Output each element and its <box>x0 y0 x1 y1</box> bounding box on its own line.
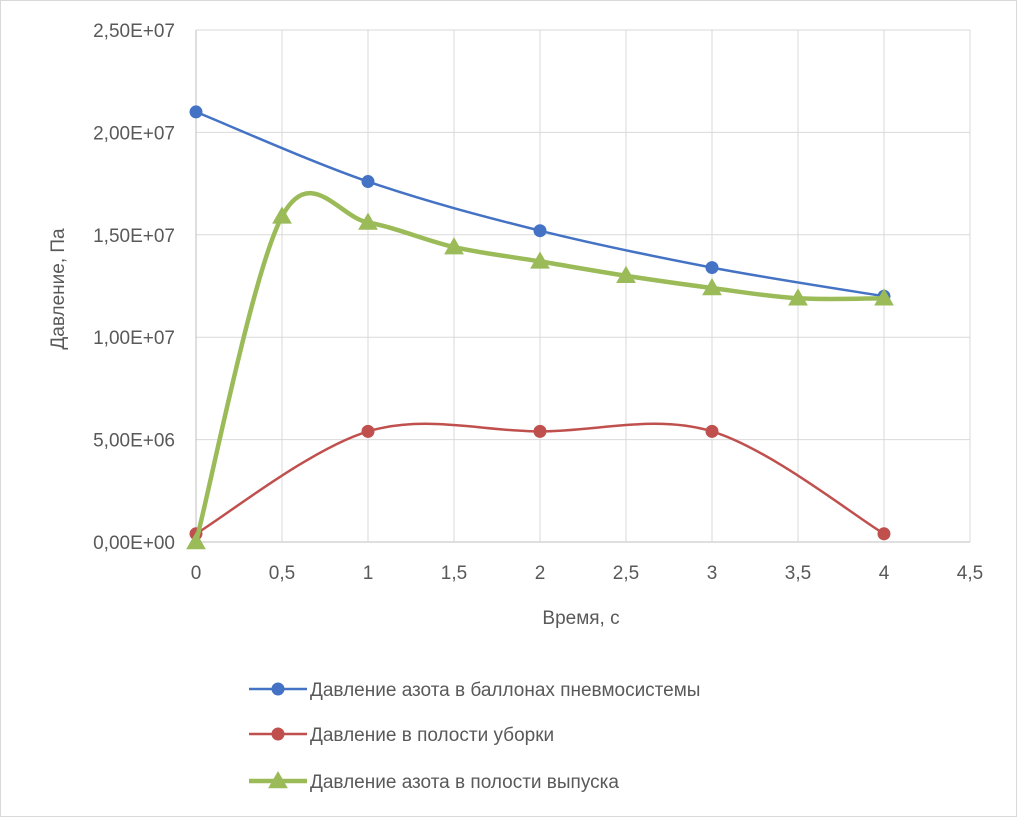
data-point-triangle <box>616 265 636 284</box>
y-tick-label: 5,00E+06 <box>93 431 175 452</box>
legend-label: Давление азота в полости выпуска <box>310 772 619 793</box>
legend-entry-2: Давление в полости уборки <box>249 725 554 746</box>
x-tick-label: 1 <box>363 563 374 584</box>
data-point-circle <box>361 424 375 438</box>
data-point-triangle <box>444 237 464 255</box>
legend-entry-3: Давление азота в полости выпуска <box>249 770 619 793</box>
data-point-triangle <box>874 288 894 306</box>
y-tick-label: 1,50E+07 <box>93 226 175 247</box>
data-point-triangle <box>702 278 722 296</box>
legend: Давление азота в баллонах пневмосистемы Д… <box>249 680 700 793</box>
legend-label: Давление азота в баллонах пневмосистемы <box>310 680 700 701</box>
y-tick-label: 1,00E+07 <box>93 328 175 349</box>
data-point-circle <box>705 424 719 438</box>
data-point-triangle <box>788 288 808 306</box>
data-point-circle <box>533 424 547 438</box>
x-tick-label: 2,5 <box>613 563 639 584</box>
data-point-triangle <box>530 251 550 269</box>
y-tick-label: 2,50E+07 <box>93 21 175 42</box>
data-point-circle <box>877 527 891 541</box>
data-point-triangle <box>272 206 292 224</box>
series-3 <box>186 190 894 550</box>
data-point-circle <box>271 727 285 741</box>
x-tick-label: 3,5 <box>785 563 811 584</box>
y-tick-label: 0,00E+00 <box>93 533 175 554</box>
series-2 <box>189 422 891 541</box>
series-line <box>193 190 887 545</box>
x-tick-label: 0,5 <box>269 563 295 584</box>
x-tick-label: 4,5 <box>957 563 983 584</box>
y-tick-label: 2,00E+07 <box>93 123 175 144</box>
series-group <box>186 105 894 550</box>
x-tick-label: 3 <box>707 563 718 584</box>
data-point-triangle <box>358 212 378 230</box>
data-point-triangle <box>268 770 288 789</box>
x-axis-title: Время, с <box>542 608 619 629</box>
x-tick-label: 2 <box>535 563 546 584</box>
data-point-circle <box>271 682 285 696</box>
legend-entry-1: Давление азота в баллонах пневмосистемы <box>249 680 700 701</box>
x-tick-label: 4 <box>879 563 890 584</box>
x-tick-label: 1,5 <box>441 563 467 584</box>
data-point-triangle <box>186 531 206 550</box>
data-point-circle <box>533 224 547 238</box>
x-tick-label: 0 <box>191 563 202 584</box>
data-point-circle <box>705 261 719 275</box>
legend-label: Давление в полости уборки <box>310 725 554 746</box>
tick-labels: 0,00E+00 5,00E+06 1,00E+07 1,50E+07 2,00E+07… <box>93 21 983 584</box>
y-axis-title: Давление, Па <box>48 228 69 350</box>
data-point-circle <box>361 175 375 189</box>
gridlines <box>195 29 971 543</box>
data-point-circle <box>189 105 203 119</box>
